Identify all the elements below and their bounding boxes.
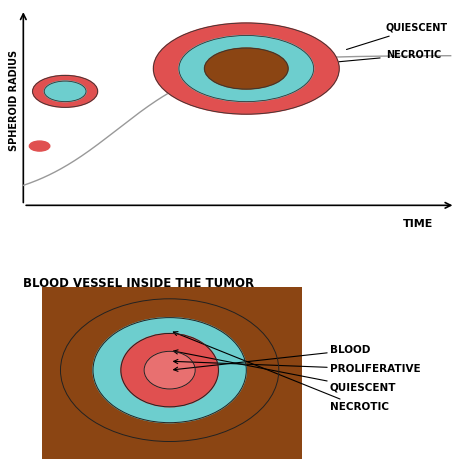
- Ellipse shape: [121, 334, 219, 407]
- Text: NECROTIC: NECROTIC: [268, 50, 441, 68]
- Text: BLOOD: BLOOD: [173, 346, 370, 371]
- Circle shape: [154, 23, 339, 114]
- Circle shape: [44, 81, 86, 101]
- Text: TIME: TIME: [403, 219, 433, 228]
- Circle shape: [204, 48, 288, 89]
- Text: QUIESCENT: QUIESCENT: [346, 23, 448, 49]
- Text: PROLIFERATIVE: PROLIFERATIVE: [173, 359, 420, 374]
- Circle shape: [33, 75, 98, 107]
- Ellipse shape: [144, 351, 195, 389]
- Text: SPHEROID RADIUS: SPHEROID RADIUS: [9, 50, 19, 151]
- Ellipse shape: [61, 299, 279, 441]
- Circle shape: [29, 141, 50, 151]
- Bar: [42, 287, 302, 459]
- Circle shape: [179, 36, 314, 101]
- Text: NECROTIC: NECROTIC: [173, 332, 389, 412]
- Text: BLOOD VESSEL INSIDE THE TUMOR: BLOOD VESSEL INSIDE THE TUMOR: [23, 277, 255, 290]
- Text: QUIESCENT: QUIESCENT: [173, 350, 396, 393]
- Ellipse shape: [93, 318, 246, 423]
